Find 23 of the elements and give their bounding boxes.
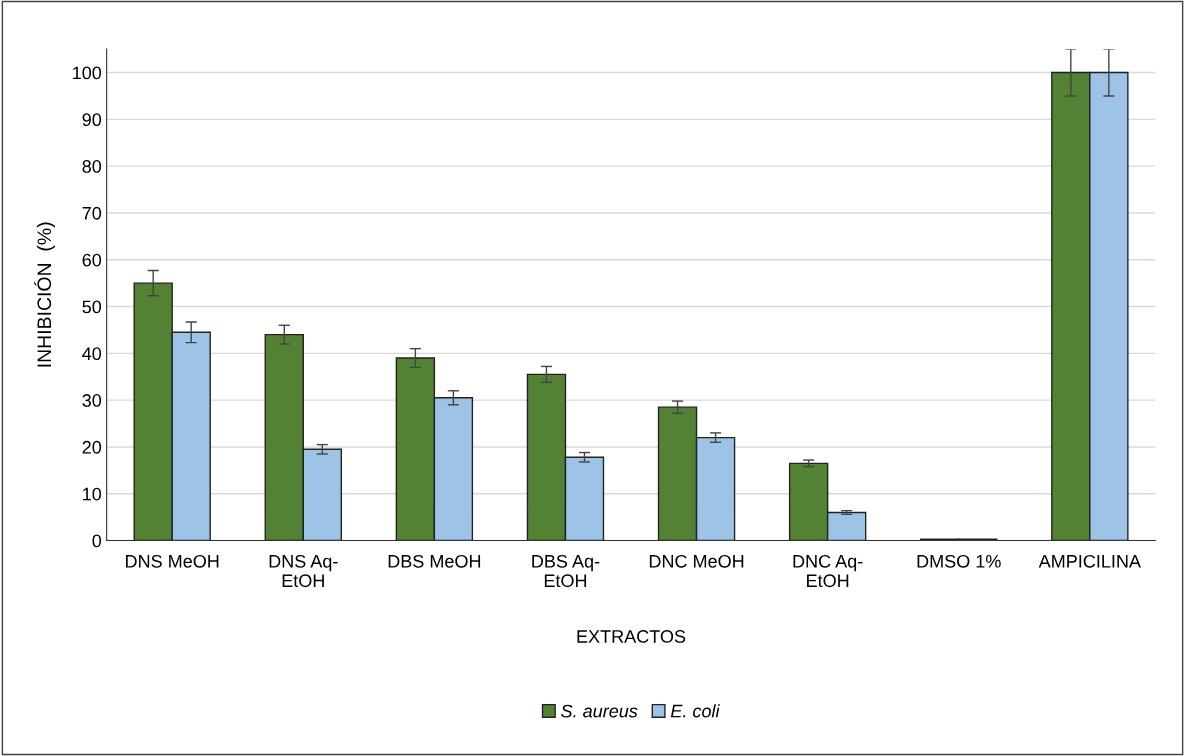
y-axis-title: INHIBICIÓN (%) — [34, 222, 55, 367]
x-tick-label: DNC Aq- EtOH — [793, 554, 863, 588]
y-tick-label: 70 — [82, 206, 102, 220]
x-tick-label: DBS MeOH — [388, 554, 481, 568]
x-tick-label: DMSO 1% — [917, 554, 1001, 568]
y-tick-label: 20 — [82, 440, 102, 454]
x-axis-title: EXTRACTOS — [577, 630, 686, 643]
x-tick-label: DNC MeOH — [649, 554, 744, 568]
x-tick-label: DNS MeOH — [126, 554, 219, 568]
y-tick-label: 90 — [82, 113, 102, 127]
x-tick-label: DBS Aq- EtOH — [532, 554, 600, 588]
y-tick-label: 10 — [83, 487, 102, 501]
y-tick-label: 0 — [92, 534, 102, 548]
y-tick-label: 40 — [82, 347, 102, 361]
x-tick-label: AMPICILINA — [1038, 554, 1141, 568]
y-tick-label: 80 — [82, 160, 102, 173]
x-tick-label: DNS Aq- EtOH — [269, 554, 338, 588]
legend-label: E. coli — [670, 704, 720, 718]
y-tick-label: 60 — [82, 253, 102, 267]
y-tick-label: 30 — [82, 394, 102, 407]
y-tick-label: 100 — [73, 66, 102, 80]
y-tick-label: 50 — [82, 300, 102, 314]
legend-label: S. aureus — [561, 704, 638, 718]
